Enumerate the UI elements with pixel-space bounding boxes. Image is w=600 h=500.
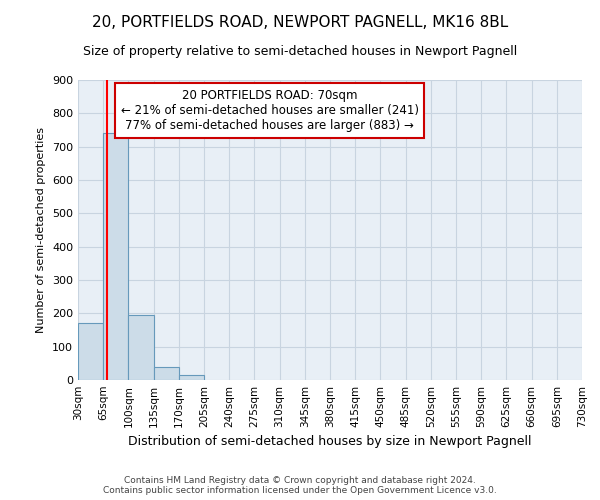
Text: Size of property relative to semi-detached houses in Newport Pagnell: Size of property relative to semi-detach… <box>83 45 517 58</box>
Bar <box>103 134 128 380</box>
Bar <box>78 324 103 380</box>
Text: Contains HM Land Registry data © Crown copyright and database right 2024.
Contai: Contains HM Land Registry data © Crown c… <box>103 476 497 495</box>
Bar <box>179 375 204 380</box>
X-axis label: Distribution of semi-detached houses by size in Newport Pagnell: Distribution of semi-detached houses by … <box>128 436 532 448</box>
Y-axis label: Number of semi-detached properties: Number of semi-detached properties <box>37 127 46 333</box>
Bar <box>154 366 179 380</box>
Text: 20 PORTFIELDS ROAD: 70sqm
← 21% of semi-detached houses are smaller (241)
77% of: 20 PORTFIELDS ROAD: 70sqm ← 21% of semi-… <box>121 89 419 132</box>
Bar <box>128 315 154 380</box>
Text: 20, PORTFIELDS ROAD, NEWPORT PAGNELL, MK16 8BL: 20, PORTFIELDS ROAD, NEWPORT PAGNELL, MK… <box>92 15 508 30</box>
